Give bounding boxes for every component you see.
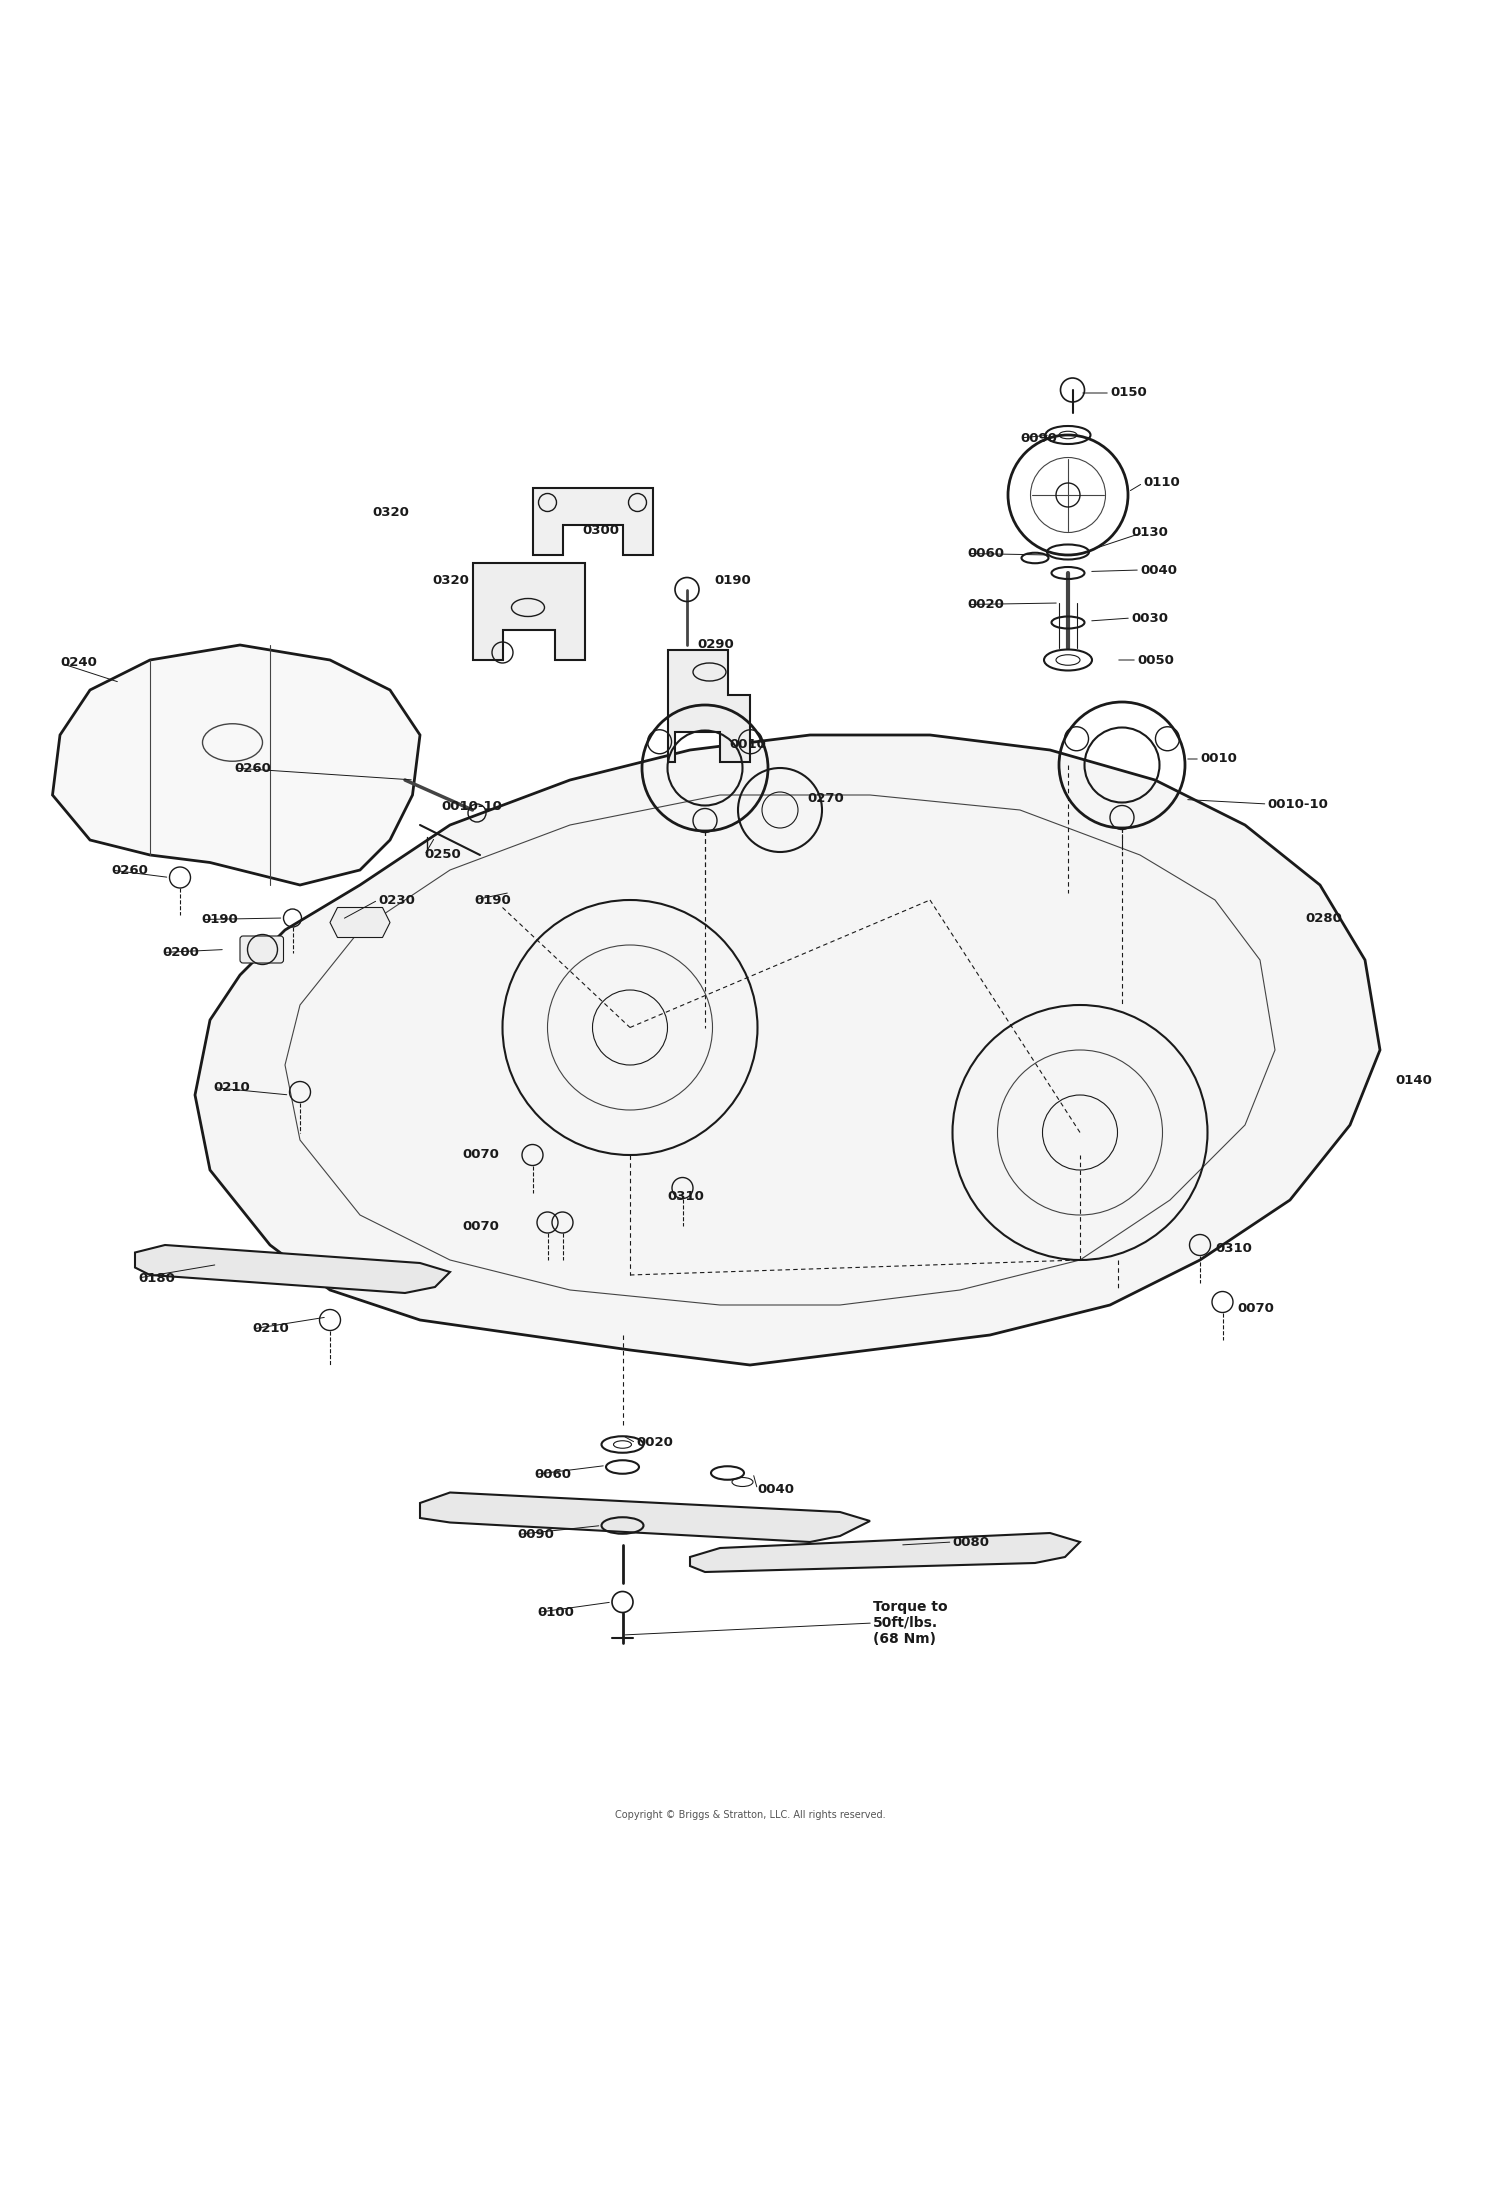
Text: 0010: 0010 (1200, 753, 1237, 766)
Polygon shape (195, 736, 1380, 1364)
Text: 0080: 0080 (952, 1535, 990, 1548)
Text: 0310: 0310 (668, 1191, 705, 1205)
Text: Torque to
50ft/lbs.
(68 Nm): Torque to 50ft/lbs. (68 Nm) (873, 1601, 948, 1647)
Text: 0020: 0020 (636, 1437, 674, 1450)
Text: 0150: 0150 (1110, 385, 1146, 399)
Polygon shape (53, 646, 420, 885)
Text: 0090: 0090 (518, 1529, 555, 1542)
Text: 0260: 0260 (111, 863, 148, 876)
Polygon shape (135, 1244, 450, 1292)
Polygon shape (472, 563, 585, 659)
Text: 0020: 0020 (968, 598, 1005, 611)
Text: Copyright © Briggs & Stratton, LLC. All rights reserved.: Copyright © Briggs & Stratton, LLC. All … (615, 1809, 885, 1820)
Text: 0210: 0210 (252, 1323, 288, 1336)
FancyBboxPatch shape (240, 935, 284, 964)
Polygon shape (532, 488, 652, 554)
Text: 0010: 0010 (729, 738, 766, 751)
Text: 0230: 0230 (378, 894, 416, 907)
Text: 0240: 0240 (60, 657, 98, 670)
Text: 0320: 0320 (432, 574, 470, 587)
Text: 0200: 0200 (162, 946, 200, 959)
Text: 0210: 0210 (213, 1082, 249, 1095)
Text: 0090: 0090 (1020, 431, 1058, 445)
Text: 0190: 0190 (714, 574, 750, 587)
Text: 0290: 0290 (698, 639, 735, 650)
Text: 0180: 0180 (138, 1272, 176, 1286)
Text: 0110: 0110 (1143, 477, 1179, 491)
Text: 0060: 0060 (534, 1467, 572, 1480)
Polygon shape (668, 650, 750, 762)
Text: 0270: 0270 (807, 791, 843, 804)
Text: 0030: 0030 (1131, 611, 1168, 624)
Text: 0280: 0280 (1305, 911, 1342, 924)
Text: 0070: 0070 (462, 1220, 500, 1233)
Text: 0050: 0050 (1137, 653, 1174, 666)
Text: 0060: 0060 (968, 548, 1005, 561)
Text: 0250: 0250 (424, 848, 460, 861)
Text: 0320: 0320 (372, 506, 410, 519)
Text: 0070: 0070 (1238, 1301, 1275, 1314)
Text: 0300: 0300 (582, 523, 620, 537)
Text: 0040: 0040 (758, 1483, 795, 1496)
Text: 0140: 0140 (1395, 1073, 1432, 1086)
Text: 0100: 0100 (537, 1605, 574, 1618)
Text: 0130: 0130 (1131, 526, 1168, 539)
Text: 0040: 0040 (1140, 563, 1178, 576)
Text: 0010-10: 0010-10 (1268, 797, 1329, 810)
Text: 0070: 0070 (462, 1148, 500, 1161)
Text: 0010-10: 0010-10 (441, 802, 503, 812)
Text: 0310: 0310 (1215, 1242, 1252, 1255)
Text: 0190: 0190 (474, 894, 510, 907)
Text: 0190: 0190 (201, 913, 237, 926)
Polygon shape (330, 907, 390, 937)
Polygon shape (420, 1494, 870, 1542)
Text: 0260: 0260 (234, 762, 272, 775)
Polygon shape (690, 1533, 1080, 1572)
